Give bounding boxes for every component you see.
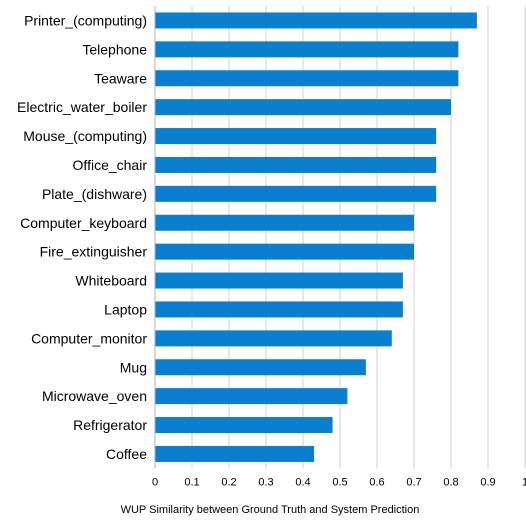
x-tick-label: 0 [152, 476, 158, 488]
category-label: Fire_extinguisher [40, 244, 148, 260]
category-label: Refrigerator [73, 417, 147, 433]
category-label: Coffee [106, 446, 147, 462]
bar-printer-computing [155, 12, 477, 29]
x-tick-label: 0.4 [295, 476, 310, 488]
bar-plate-dishware [155, 185, 437, 202]
category-label: Mug [120, 359, 147, 375]
x-tick-labels: 0 0.1 0.2 0.3 0.4 0.5 0.6 0.7 0.8 0.9 1 [152, 476, 526, 488]
bar-microwave-oven [155, 388, 348, 405]
bars [155, 12, 477, 462]
bar-computer-monitor [155, 330, 392, 347]
category-label: Telephone [82, 41, 147, 57]
category-label: Laptop [104, 301, 147, 317]
x-tick-label: 1 [522, 476, 526, 488]
bar-electric-water-boiler [155, 99, 451, 116]
category-label: Mouse_(computing) [23, 128, 147, 144]
bar-refrigerator [155, 417, 333, 434]
x-tick-label: 0.2 [221, 476, 236, 488]
category-label: Microwave_oven [42, 388, 147, 404]
category-labels: Printer_(computing) Telephone Teaware Elect… [17, 12, 147, 462]
x-tick-label: 0.9 [480, 476, 495, 488]
bar-whiteboard [155, 272, 403, 289]
x-tick-label: 0.5 [332, 476, 347, 488]
category-label: Computer_monitor [31, 330, 147, 346]
category-label: Electric_water_boiler [17, 99, 147, 115]
bar-coffee [155, 445, 315, 462]
category-label: Office_chair [73, 157, 148, 173]
bar-mouse-computing [155, 128, 437, 145]
x-tick-label: 0.8 [443, 476, 458, 488]
category-label: Plate_(dishware) [42, 186, 147, 202]
x-tick-label: 0.6 [369, 476, 384, 488]
bar-mug [155, 359, 366, 376]
bar-fire-extinguisher [155, 243, 414, 260]
bar-teaware [155, 70, 459, 87]
category-label: Printer_(computing) [24, 12, 147, 28]
category-label: Whiteboard [75, 273, 147, 289]
bar-office-chair [155, 156, 437, 173]
category-label: Teaware [94, 70, 147, 86]
x-tick-label: 0.3 [258, 476, 273, 488]
bar-telephone [155, 41, 459, 58]
x-tick-label: 0.1 [184, 476, 199, 488]
x-tick-label: 0.7 [406, 476, 421, 488]
category-label: Computer_keyboard [20, 215, 147, 231]
bar-computer-keyboard [155, 214, 414, 231]
x-axis-label: WUP Similarity between Ground Truth and … [121, 504, 420, 516]
bar-laptop [155, 301, 403, 318]
